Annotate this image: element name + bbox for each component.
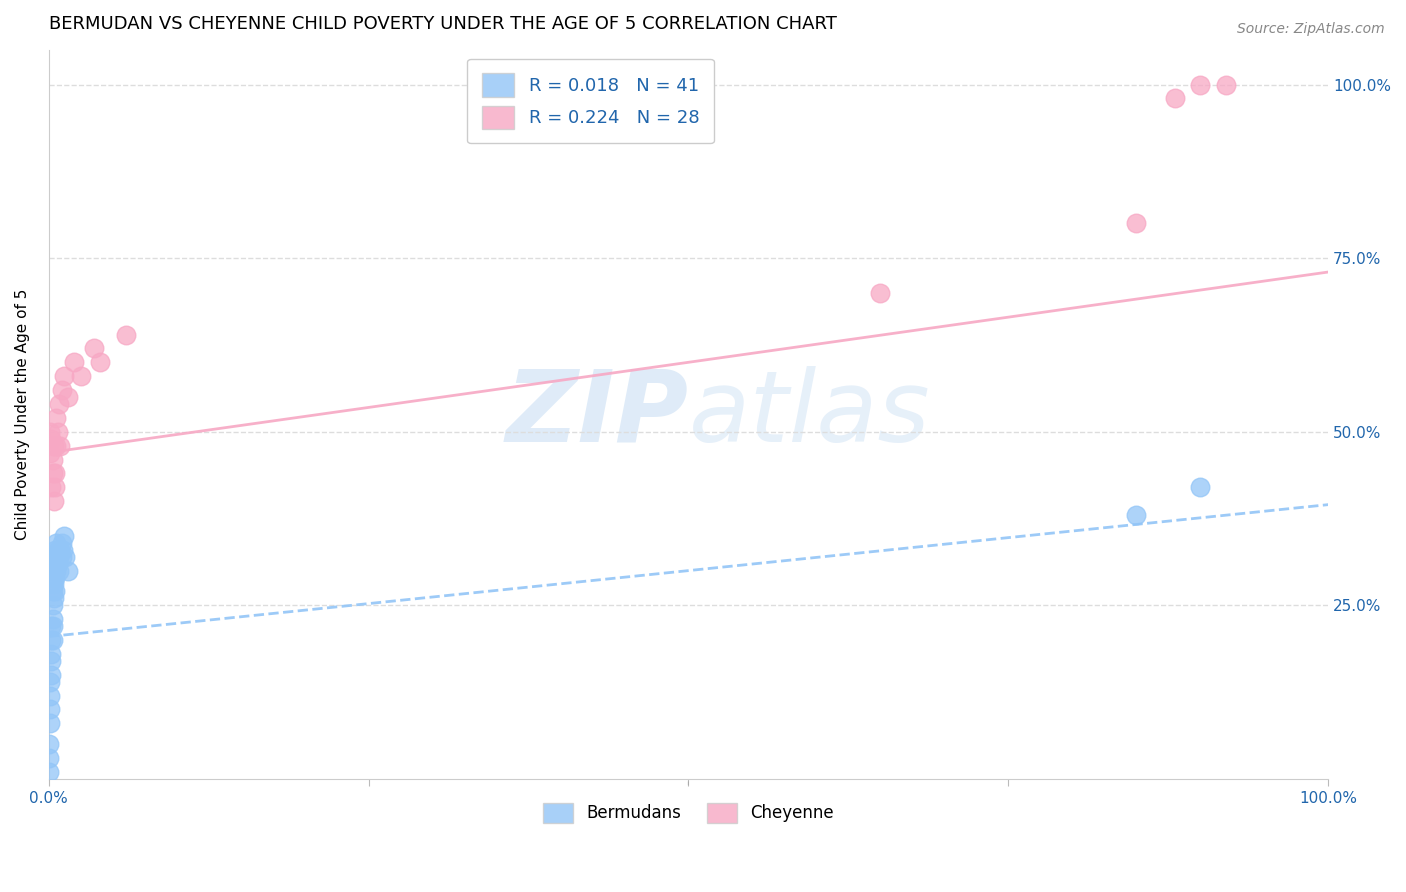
Point: [41, 612, 63, 626]
Point: [1189, 480, 1212, 494]
Point: [63, 355, 86, 369]
Point: [39, 716, 62, 731]
Point: [41, 584, 63, 599]
Text: ZIP: ZIP: [505, 366, 689, 463]
Point: [39, 689, 62, 703]
Point: [56, 564, 79, 578]
Point: [45, 410, 67, 425]
Point: [38, 751, 60, 765]
Point: [42, 570, 65, 584]
Point: [1125, 216, 1147, 230]
Point: [46, 557, 69, 571]
Point: [51, 536, 73, 550]
Point: [41, 633, 63, 648]
Point: [42, 439, 65, 453]
Point: [1215, 78, 1237, 92]
Point: [38, 737, 60, 751]
Point: [1125, 508, 1147, 522]
Point: [44, 570, 66, 584]
Point: [42, 577, 65, 591]
Point: [39, 619, 62, 633]
Point: [41, 452, 63, 467]
Point: [45, 536, 67, 550]
Text: BERMUDAN VS CHEYENNE CHILD POVERTY UNDER THE AGE OF 5 CORRELATION CHART: BERMUDAN VS CHEYENNE CHILD POVERTY UNDER…: [49, 15, 837, 33]
Point: [114, 327, 136, 342]
Point: [39, 647, 62, 661]
Point: [39, 674, 62, 689]
Point: [69, 369, 91, 384]
Point: [39, 633, 62, 648]
Point: [39, 702, 62, 716]
Text: Source: ZipAtlas.com: Source: ZipAtlas.com: [1237, 22, 1385, 37]
Point: [39, 432, 62, 446]
Point: [45, 564, 67, 578]
Point: [42, 564, 65, 578]
Point: [49, 542, 72, 557]
Point: [53, 369, 76, 384]
Point: [51, 383, 73, 397]
Point: [53, 529, 76, 543]
Point: [39, 425, 62, 439]
Point: [39, 445, 62, 459]
Point: [44, 467, 66, 481]
Point: [56, 390, 79, 404]
Point: [41, 619, 63, 633]
Point: [44, 480, 66, 494]
Point: [48, 397, 70, 411]
Point: [44, 542, 66, 557]
Point: [46, 542, 69, 557]
Point: [869, 285, 891, 300]
Point: [38, 764, 60, 779]
Point: [41, 467, 63, 481]
Point: [41, 599, 63, 613]
Point: [39, 667, 62, 681]
Point: [49, 439, 72, 453]
Point: [52, 542, 75, 557]
Point: [46, 425, 69, 439]
Legend: Bermudans, Cheyenne: Bermudans, Cheyenne: [530, 789, 846, 836]
Point: [89, 355, 111, 369]
Point: [1189, 78, 1212, 92]
Y-axis label: Child Poverty Under the Age of 5: Child Poverty Under the Age of 5: [15, 289, 30, 540]
Point: [48, 564, 70, 578]
Point: [44, 584, 66, 599]
Point: [44, 557, 66, 571]
Point: [39, 654, 62, 668]
Point: [1163, 91, 1185, 105]
Point: [42, 591, 65, 606]
Point: [83, 342, 105, 356]
Text: atlas: atlas: [689, 366, 931, 463]
Point: [42, 494, 65, 508]
Point: [51, 549, 73, 564]
Point: [45, 439, 67, 453]
Point: [48, 549, 70, 564]
Point: [39, 480, 62, 494]
Point: [45, 549, 67, 564]
Point: [55, 549, 77, 564]
